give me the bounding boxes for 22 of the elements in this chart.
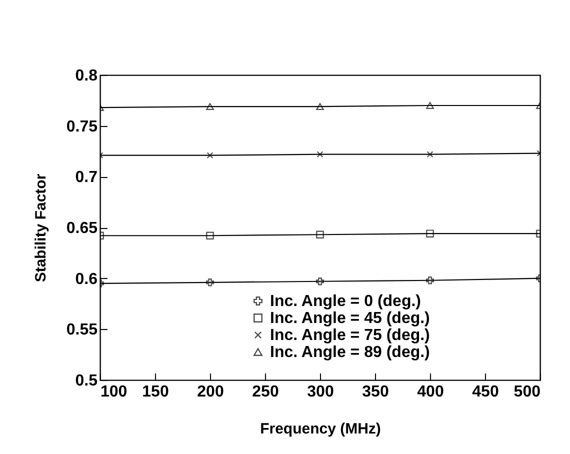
x-tick-label: 250 xyxy=(252,384,279,400)
x-axis-title: Frequency (MHz) xyxy=(260,420,381,438)
y-tick-label: 0.7 xyxy=(75,169,98,186)
y-tick-label: 0.6 xyxy=(75,270,98,288)
legend-label: Inc. Angle = 45 (deg.) xyxy=(270,310,430,327)
legend-label: Inc. Angle = 0 (deg.) xyxy=(270,293,421,310)
x-tick-label: 100 xyxy=(100,384,128,400)
y-tick-label: 0.5 xyxy=(75,372,98,390)
legend-label: Inc. Angle = 89 (deg.) xyxy=(270,344,430,361)
x-tick-label: 350 xyxy=(362,384,389,400)
x-tick-label: 400 xyxy=(417,384,444,400)
x-tick-label: 450 xyxy=(472,384,499,400)
legend-label: Inc. Angle = 75 (deg.) xyxy=(270,327,430,344)
y-axis-title: Stability Factor xyxy=(32,174,50,282)
x-tick-label: 300 xyxy=(307,384,334,400)
y-tick-label: 0.65 xyxy=(66,220,98,237)
y-tick-label: 0.75 xyxy=(66,118,98,136)
x-tick-label: 500 xyxy=(514,384,541,400)
x-tick-label: 150 xyxy=(142,384,169,400)
x-tick-label: 200 xyxy=(197,384,224,400)
y-tick-label: 0.8 xyxy=(75,68,98,84)
y-tick-label: 0.55 xyxy=(66,322,98,339)
